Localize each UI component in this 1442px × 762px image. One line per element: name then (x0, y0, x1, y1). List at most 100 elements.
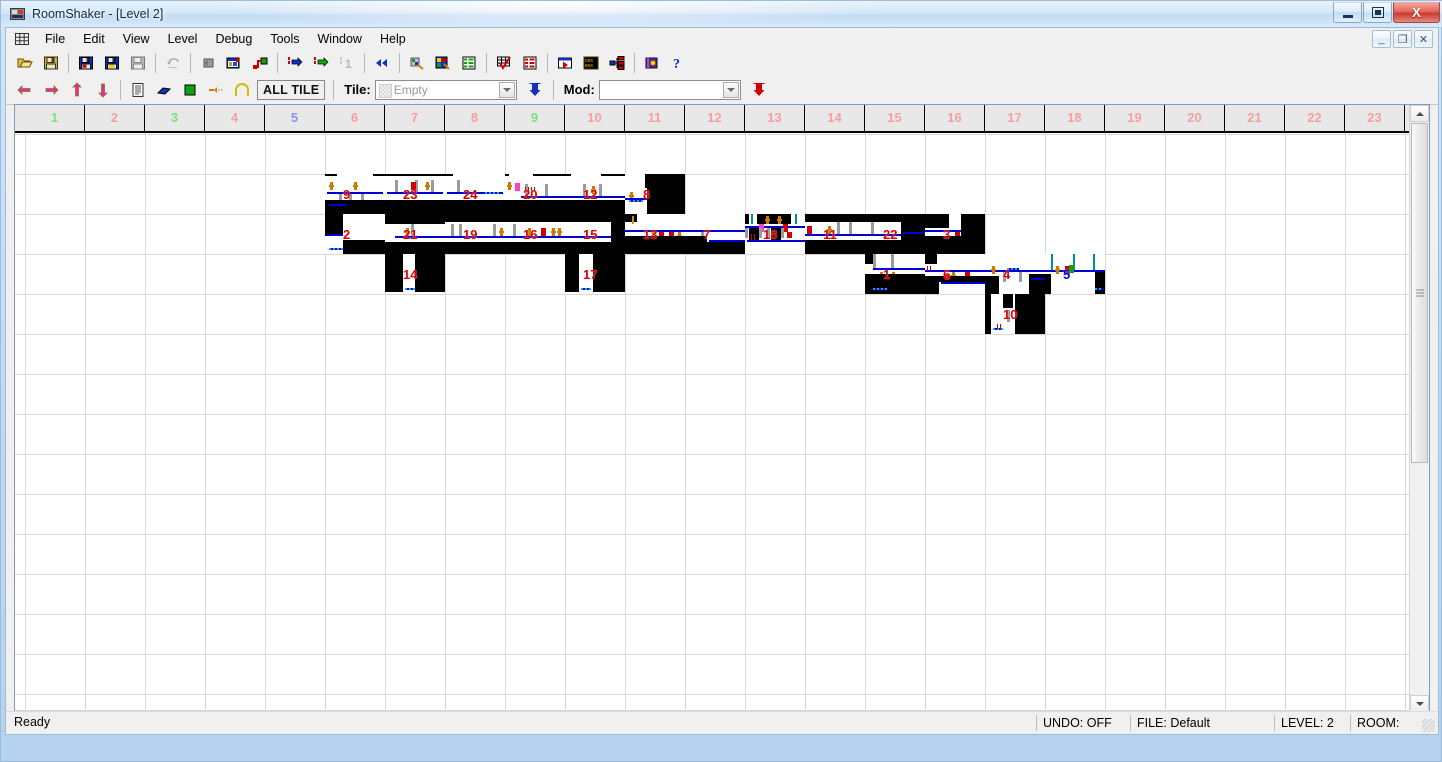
ruler-column-19[interactable]: 19 (1105, 105, 1165, 131)
all-tile-button[interactable]: ALL TILE (257, 80, 326, 100)
eraser-button[interactable] (151, 78, 176, 102)
ruler-column-14[interactable]: 14 (805, 105, 865, 131)
room-cell[interactable]: 18 (745, 214, 805, 254)
room-cell[interactable]: 16 (505, 214, 565, 254)
room-cell[interactable]: 4 (985, 254, 1045, 294)
prev-room-button[interactable] (195, 51, 220, 75)
goto-blue-button[interactable] (282, 51, 307, 75)
room-cell[interactable]: 13 (625, 214, 685, 254)
room-cell[interactable]: 19 (445, 214, 505, 254)
ruler-column-5[interactable]: 5 (265, 105, 325, 131)
menu-help[interactable]: Help (379, 32, 406, 46)
ruler-column-9[interactable]: 9 (505, 105, 565, 131)
ruler-column-23[interactable]: 23 (1345, 105, 1405, 131)
room-cell[interactable]: 22 (865, 214, 925, 254)
ruler-column-22[interactable]: 22 (1285, 105, 1345, 131)
ruler-column-12[interactable]: 12 (685, 105, 745, 131)
list-green-button[interactable] (456, 51, 481, 75)
window-minimize-button[interactable] (1333, 2, 1362, 23)
rewind-button[interactable] (369, 51, 394, 75)
ruler-column-7[interactable]: 7 (385, 105, 445, 131)
room-cell[interactable]: 17 (565, 254, 625, 294)
ruler-column-21[interactable]: 21 (1225, 105, 1285, 131)
menu-tools[interactable]: Tools (270, 32, 300, 46)
ruler-column-16[interactable]: 16 (925, 105, 985, 131)
undo-button[interactable] (160, 51, 185, 75)
goto-one-button[interactable]: 1 (334, 51, 359, 75)
link-rooms-button[interactable] (247, 51, 272, 75)
scroll-up-button[interactable] (1410, 105, 1429, 122)
save-yellow-button[interactable] (99, 51, 124, 75)
ruler-column-4[interactable]: 4 (205, 105, 265, 131)
ruler-column-1[interactable]: 1 (25, 105, 85, 131)
about-button[interactable] (639, 51, 664, 75)
room-cell[interactable]: 11 (805, 214, 865, 254)
pick-button[interactable] (203, 78, 228, 102)
palette-button[interactable] (404, 51, 429, 75)
move-up-button[interactable] (64, 78, 89, 102)
ruler-column-13[interactable]: 13 (745, 105, 805, 131)
ruler-column-15[interactable]: 15 (865, 105, 925, 131)
room-cell[interactable]: 21 (385, 214, 445, 254)
resize-grip-icon[interactable] (1422, 719, 1435, 732)
mdi-minimize-button[interactable]: _ (1372, 30, 1391, 48)
ruler-column-6[interactable]: 6 (325, 105, 385, 131)
room-cell[interactable]: 3 (925, 214, 985, 254)
dosbox-button[interactable]: DOS BOX (578, 51, 603, 75)
fill-button[interactable] (177, 78, 202, 102)
room-cell[interactable]: 15 (565, 214, 625, 254)
ruler-column-11[interactable]: 11 (625, 105, 685, 131)
map-canvas[interactable]: 9 23 24 20 12 8 2 21 19 16 15 13 7 18 11 22 3 14 17 1 6 4 5 10 (15, 133, 1409, 712)
room-cell[interactable]: 12 (565, 174, 625, 214)
room-cell[interactable]: 14 (385, 254, 445, 294)
chevron-down-icon[interactable] (498, 82, 515, 98)
vertical-scroll-thumb[interactable] (1411, 123, 1428, 463)
room-cell[interactable]: 2 (325, 214, 385, 254)
menu-debug[interactable]: Debug (215, 32, 253, 46)
room-cell[interactable]: 23 (385, 174, 445, 214)
chevron-down-icon[interactable] (722, 82, 739, 98)
ruler-column-10[interactable]: 10 (565, 105, 625, 131)
move-right-button[interactable] (38, 78, 63, 102)
room-cell[interactable]: 10 (985, 294, 1045, 334)
window-close-button[interactable]: X (1393, 2, 1440, 23)
room-cell[interactable]: 9 (325, 174, 385, 214)
menu-view[interactable]: View (122, 32, 150, 46)
menu-edit[interactable]: Edit (83, 32, 105, 46)
ruler-column-18[interactable]: 18 (1045, 105, 1105, 131)
room-cell[interactable]: 8 (625, 174, 685, 214)
mod-apply-button[interactable] (747, 78, 772, 102)
menu-level[interactable]: Level (167, 32, 198, 46)
level-props-button[interactable] (221, 51, 246, 75)
room-cell[interactable]: 5 (1045, 254, 1105, 294)
move-left-button[interactable] (12, 78, 37, 102)
ruler-column-8[interactable]: 8 (445, 105, 505, 131)
window-maximize-button[interactable] (1363, 2, 1392, 23)
checkall-button[interactable] (491, 51, 516, 75)
mdi-close-button[interactable]: ✕ (1414, 30, 1433, 48)
save-file-button[interactable] (38, 51, 63, 75)
colors-button[interactable] (430, 51, 455, 75)
move-down-button[interactable] (90, 78, 115, 102)
ruler-column-3[interactable]: 3 (145, 105, 205, 131)
play-button[interactable] (552, 51, 577, 75)
menu-window[interactable]: Window (317, 32, 362, 46)
menu-file[interactable]: File (45, 32, 66, 46)
goto-green-button[interactable] (308, 51, 333, 75)
mod-select[interactable] (598, 80, 741, 100)
vertical-scrollbar[interactable] (1409, 105, 1429, 712)
arch-button[interactable] (229, 78, 254, 102)
help-button[interactable]: ? (665, 51, 690, 75)
room-cell[interactable]: 24 (445, 174, 505, 214)
ruler-column-17[interactable]: 17 (985, 105, 1045, 131)
list-red-button[interactable] (517, 51, 542, 75)
room-cell[interactable]: 20 (505, 174, 565, 214)
open-file-button[interactable] (12, 51, 37, 75)
room-cell[interactable]: 1 (865, 254, 925, 294)
ruler-column-2[interactable]: 2 (85, 105, 145, 131)
tile-apply-button[interactable] (523, 78, 548, 102)
grid-icon[interactable] (14, 31, 30, 47)
mdi-restore-button[interactable]: ❐ (1393, 30, 1412, 48)
save-grey-button[interactable] (125, 51, 150, 75)
tile-select[interactable]: Empty (374, 80, 517, 100)
